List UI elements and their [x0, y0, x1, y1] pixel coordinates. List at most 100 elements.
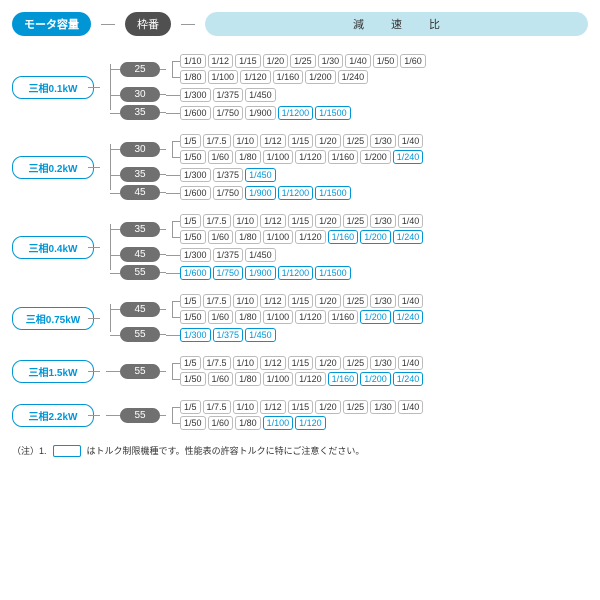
footer-text: はトルク制限機種です。性能表の許容トルクに特にご注意ください。	[87, 444, 365, 457]
motor-group: 三相0.75kW 451/51/7.51/101/121/151/201/251/…	[12, 294, 588, 342]
motor-group: 三相2.2kW551/51/7.51/101/121/151/201/251/3…	[12, 400, 588, 430]
ratio-row: 1/3001/3751/450	[180, 248, 276, 262]
ratio-rows: 1/3001/3751/450	[180, 168, 276, 182]
ratio-box: 1/900	[245, 266, 276, 280]
ratio-box: 1/5	[180, 356, 201, 370]
ratio-box: 1/12	[260, 214, 286, 228]
frames-col: 301/51/7.51/101/121/151/201/251/301/401/…	[120, 134, 423, 200]
ratio-row: 1/6001/7501/9001/12001/1500	[180, 106, 351, 120]
ratio-box: 1/40	[345, 54, 371, 68]
ratio-box: 1/50	[180, 150, 206, 164]
ratio-box: 1/750	[213, 106, 244, 120]
ratio-box: 1/20	[315, 214, 341, 228]
ratio-box: 1/40	[398, 400, 424, 414]
ratio-box: 1/80	[235, 416, 261, 430]
ratio-box: 1/100	[263, 310, 294, 324]
ratio-box: 1/450	[245, 328, 276, 342]
ratio-box: 1/300	[180, 168, 211, 182]
frame-block: 551/6001/7501/9001/12001/1500	[120, 265, 423, 280]
ratio-box: 1/100	[208, 70, 239, 84]
ratio-rows: 1/6001/7501/9001/12001/1500	[180, 186, 351, 200]
ratio-row: 1/3001/3751/450	[180, 328, 276, 342]
ratio-box: 1/750	[213, 186, 244, 200]
ratio-box: 1/160	[328, 372, 359, 386]
ratio-box: 1/1500	[315, 186, 351, 200]
ratio-box: 1/300	[180, 248, 211, 262]
ratio-box: 1/50	[180, 310, 206, 324]
frame-label-wrap: 25	[120, 62, 166, 77]
motor-label: 三相0.4kW	[12, 236, 94, 259]
motor-label: 三相0.75kW	[12, 307, 94, 330]
frame-block: 351/51/7.51/101/121/151/201/251/301/401/…	[120, 214, 423, 244]
ratio-rows: 1/3001/3751/450	[180, 328, 276, 342]
ratio-box: 1/25	[343, 134, 369, 148]
ratio-row: 1/801/1001/1201/1601/2001/240	[180, 70, 426, 84]
motor-group: 三相0.2kW301/51/7.51/101/121/151/201/251/3…	[12, 134, 588, 200]
ratio-box: 1/120	[295, 372, 326, 386]
ratio-box: 1/80	[235, 150, 261, 164]
header-frame-pill: 枠番	[125, 12, 171, 36]
ratio-box: 1/30	[370, 294, 396, 308]
ratio-row: 1/3001/3751/450	[180, 88, 276, 102]
ratio-box: 1/750	[213, 266, 244, 280]
ratio-rows: 1/51/7.51/101/121/151/201/251/301/40 1/50…	[180, 134, 423, 164]
frame-label: 35	[120, 105, 160, 120]
frame-label: 55	[120, 364, 160, 379]
header-ratio-pill: 減 速 比	[205, 12, 588, 36]
ratio-rows: 1/3001/3751/450	[180, 88, 276, 102]
frame-block: 301/3001/3751/450	[120, 87, 426, 102]
ratio-rows: 1/51/7.51/101/121/151/201/251/301/401/50…	[180, 356, 423, 386]
ratio-box: 1/15	[288, 356, 314, 370]
frame-label: 45	[120, 247, 160, 262]
frames-col: 451/51/7.51/101/121/151/201/251/301/401/…	[120, 294, 423, 342]
header-row: モータ容量 枠番 減 速 比	[12, 12, 588, 36]
ratio-box: 1/12	[260, 294, 286, 308]
ratio-row: 1/501/601/801/1001/1201/1601/2001/240	[180, 230, 423, 244]
frame-block: 551/51/7.51/101/121/151/201/251/301/401/…	[120, 400, 423, 430]
ratio-box: 1/50	[180, 372, 206, 386]
frame-label-wrap: 55	[120, 327, 166, 342]
frame-label-wrap: 30	[120, 142, 166, 157]
frames-col: 551/51/7.51/101/121/151/201/251/301/401/…	[120, 400, 423, 430]
ratio-box: 1/40	[398, 214, 424, 228]
ratio-box: 1/240	[393, 150, 424, 164]
ratio-box: 1/10	[180, 54, 206, 68]
frame-label: 55	[120, 408, 160, 423]
ratio-box: 1/160	[328, 230, 359, 244]
ratio-box: 1/1200	[278, 106, 314, 120]
ratio-row: 1/501/601/801/1001/1201/1601/2001/240	[180, 310, 423, 324]
ratio-rows: 1/6001/7501/9001/12001/1500	[180, 266, 351, 280]
legend-highlight-box	[53, 445, 81, 457]
frame-label-wrap: 55	[120, 408, 166, 423]
ratio-box: 1/10	[233, 400, 259, 414]
ratio-box: 1/450	[245, 168, 276, 182]
ratio-box: 1/375	[213, 88, 244, 102]
ratio-box: 1/900	[245, 186, 276, 200]
ratio-box: 1/120	[295, 310, 326, 324]
ratio-box: 1/30	[370, 400, 396, 414]
ratio-rows: 1/51/7.51/101/121/151/201/251/301/401/50…	[180, 400, 423, 430]
ratio-box: 1/450	[245, 88, 276, 102]
ratio-row: 1/51/7.51/101/121/151/201/251/301/40	[180, 134, 423, 148]
ratio-box: 1/80	[235, 310, 261, 324]
ratio-box: 1/50	[180, 416, 206, 430]
ratio-box: 1/375	[213, 248, 244, 262]
frame-block: 45 1/6001/7501/9001/12001/1500	[120, 185, 423, 200]
header-divider-2	[181, 24, 195, 25]
ratio-box: 1/12	[260, 400, 286, 414]
ratio-box: 1/240	[338, 70, 369, 84]
ratio-row: 1/501/601/801/1001/1201/1601/2001/240	[180, 372, 423, 386]
ratio-box: 1/600	[180, 266, 211, 280]
motor-group: 三相0.4kW 351/51/7.51/101/121/151/201/251/3…	[12, 214, 588, 280]
frame-label: 30	[120, 142, 160, 157]
motor-label: 三相1.5kW	[12, 360, 94, 383]
ratio-box: 1/120	[295, 416, 326, 430]
footer-prefix: （注）1.	[12, 444, 47, 457]
frame-label: 25	[120, 62, 160, 77]
frame-label-wrap: 35	[120, 105, 166, 120]
frame-label-wrap: 45	[120, 185, 166, 200]
frames-col: 55 1/51/7.51/101/121/151/201/251/301/401/…	[120, 356, 423, 386]
ratio-box: 1/120	[295, 230, 326, 244]
ratio-box: 1/1200	[278, 186, 314, 200]
ratio-box: 1/200	[360, 150, 391, 164]
